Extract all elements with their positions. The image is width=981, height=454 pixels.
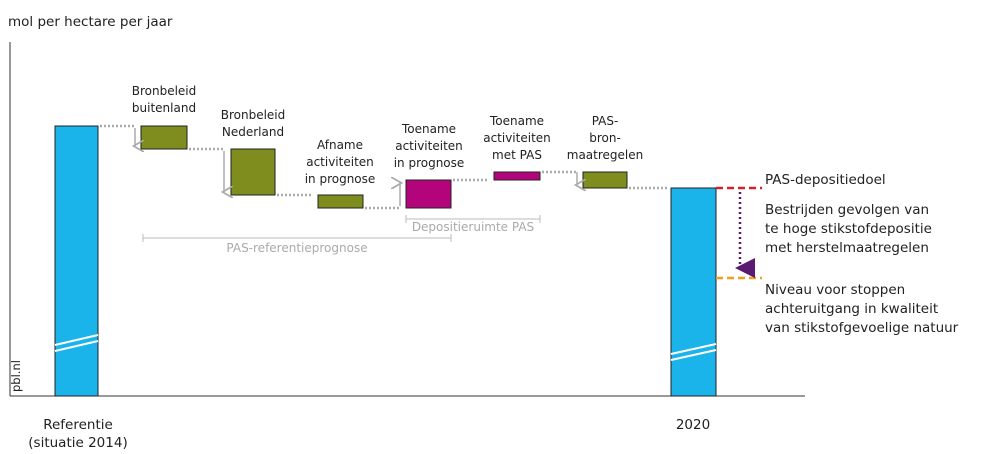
bracket	[142, 234, 452, 242]
bar	[670, 187, 717, 397]
step-label: activiteiten	[395, 139, 463, 153]
step-label: maatregelen	[567, 148, 643, 162]
step-label: in prognose	[394, 156, 465, 170]
bracket	[405, 215, 541, 223]
bar	[140, 125, 188, 150]
annotation: Bestrijden gevolgen van	[765, 202, 929, 218]
step-label: activiteiten	[306, 155, 374, 169]
step-label: activiteiten	[483, 131, 551, 145]
annotation: achteruitgang in kwaliteit	[765, 301, 938, 317]
axis-break	[670, 343, 717, 361]
category-label: Referentie	[43, 417, 113, 433]
step-label: in prognose	[305, 172, 376, 186]
step-label: Toename	[401, 122, 456, 136]
annotation: Niveau voor stoppen	[765, 282, 905, 298]
category-label: (situatie 2014)	[28, 435, 127, 451]
bracket-label: Depositieruimte PAS	[412, 220, 534, 234]
bar	[493, 171, 541, 181]
unit-label: mol per hectare per jaar	[8, 14, 173, 30]
bar	[317, 194, 364, 209]
step-label: bron-	[589, 131, 621, 145]
annotation: van stikstofgevoelige natuur	[765, 320, 959, 336]
bar	[230, 148, 276, 196]
step-label: Nederland	[222, 125, 284, 139]
annotation: met herstelmaatregelen	[765, 240, 929, 256]
step-label: buitenland	[132, 101, 196, 115]
watermark: pbl.nl	[9, 360, 23, 392]
bar	[582, 171, 628, 189]
annotation: PAS-depositiedoel	[765, 172, 886, 188]
step-label: Toename	[489, 114, 544, 128]
step-label: PAS-	[592, 114, 619, 128]
bar	[405, 179, 452, 209]
step-label: met PAS	[492, 148, 542, 162]
axis-break	[54, 334, 99, 352]
category-label: 2020	[676, 417, 710, 433]
step-label: Bronbeleid	[132, 84, 197, 98]
annotation: te hoge stikstofdepositie	[765, 221, 932, 237]
bracket-label: PAS-referentieprognose	[226, 241, 367, 255]
bar	[54, 125, 99, 397]
step-label: Bronbeleid	[221, 108, 286, 122]
step-label: Afname	[317, 138, 363, 152]
